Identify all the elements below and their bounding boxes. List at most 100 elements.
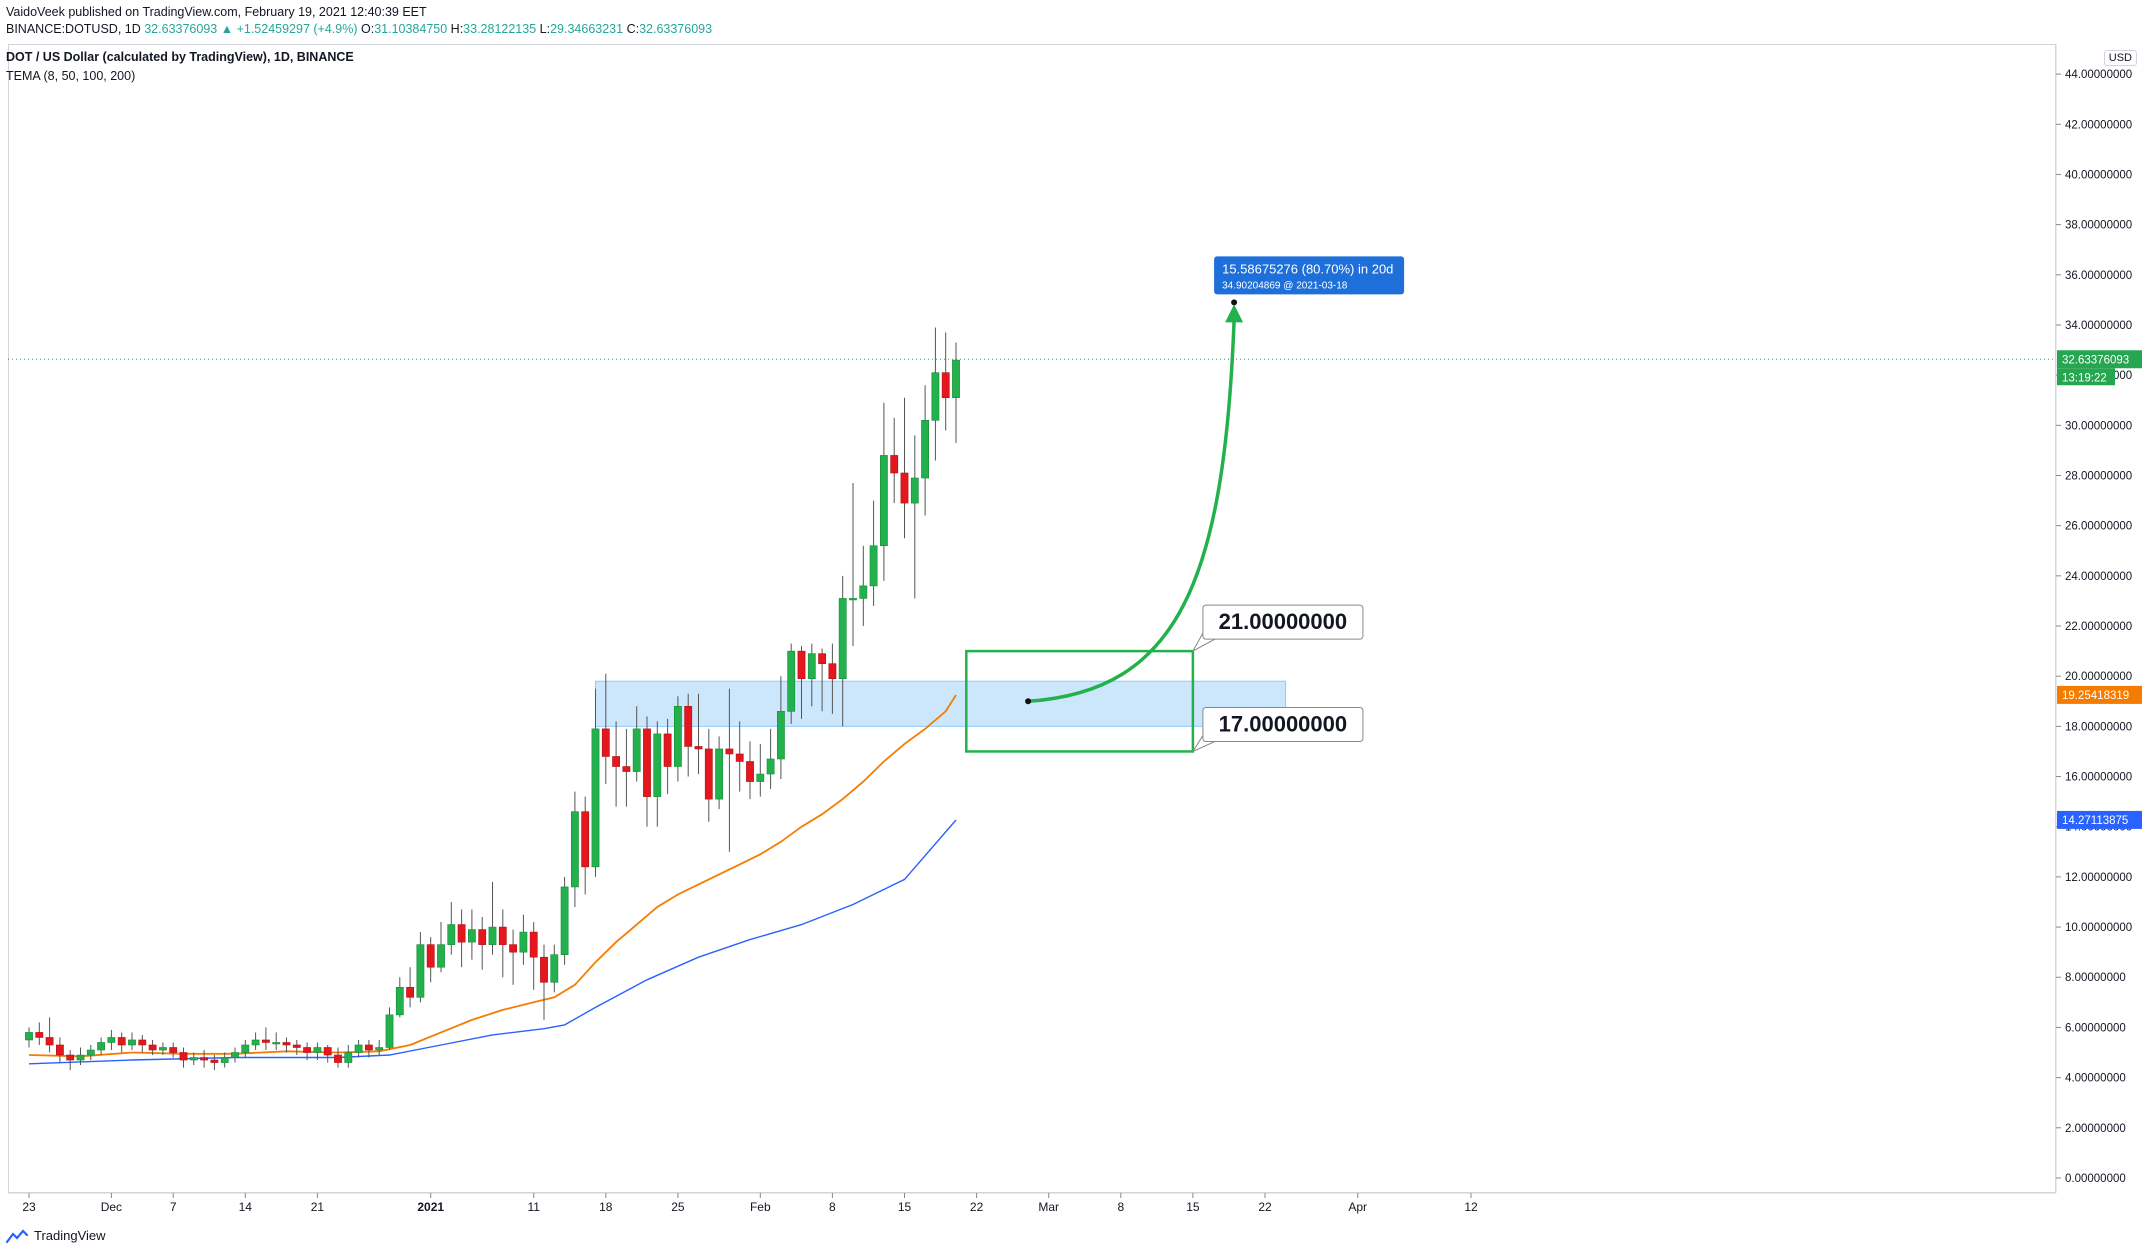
candle-body	[189, 1057, 198, 1061]
candle-body	[313, 1047, 322, 1053]
candle	[323, 1044, 332, 1063]
candle-body	[478, 929, 487, 945]
target-low-label-text: 17.00000000	[1219, 711, 1347, 736]
candle	[900, 397, 909, 539]
x-tick-label: 8	[829, 1200, 836, 1214]
candle	[890, 417, 899, 504]
candle-body	[45, 1037, 54, 1046]
candle	[25, 1027, 33, 1048]
candle	[560, 876, 569, 965]
candle	[931, 327, 940, 461]
candle	[519, 914, 528, 965]
candle	[509, 929, 517, 985]
candle-body	[818, 653, 826, 664]
projection-end-dot	[1231, 299, 1238, 306]
candle-body	[97, 1042, 105, 1051]
x-tick-label: Mar	[1038, 1200, 1059, 1214]
ma-line-2	[28, 819, 957, 1065]
high-label: H:	[450, 22, 464, 36]
candle-body	[756, 773, 765, 782]
x-tick-label: 22	[970, 1200, 984, 1214]
candle-body	[632, 728, 641, 772]
y-tick-label: 34.00000000	[2065, 320, 2132, 332]
candle	[447, 901, 456, 955]
candle	[272, 1032, 281, 1051]
candle	[612, 721, 620, 807]
candle-body	[354, 1044, 363, 1053]
candle-body	[241, 1044, 250, 1053]
candle-body	[952, 359, 960, 399]
price-label-sub-tag	[2057, 368, 2115, 386]
candle	[478, 917, 487, 970]
candle-body	[467, 929, 476, 943]
candle	[859, 545, 868, 627]
y-tick-label: 10.00000000	[2065, 922, 2132, 934]
candle-body	[849, 598, 857, 601]
candle	[457, 909, 466, 968]
candle	[941, 332, 950, 431]
candle	[97, 1037, 105, 1056]
target-high-label-text: 21.00000000	[1219, 609, 1347, 634]
candle	[231, 1047, 239, 1063]
candle-body	[117, 1037, 126, 1046]
candle	[715, 736, 723, 810]
candle-body	[86, 1049, 95, 1056]
candle	[921, 385, 929, 516]
candle	[148, 1039, 157, 1056]
indicator-legend[interactable]: TEMA (8, 50, 100, 200)	[6, 69, 136, 83]
candle	[138, 1034, 147, 1053]
candle-body	[715, 748, 723, 800]
candle-body	[519, 931, 528, 953]
target-high-label-box	[1202, 604, 1364, 640]
candle	[76, 1047, 85, 1066]
candle-body	[797, 650, 806, 680]
candle	[704, 728, 713, 822]
x-tick-label: Feb	[750, 1200, 771, 1214]
candle	[756, 743, 765, 797]
projection-sublabel: 34.90204869 @ 2021-03-18	[1222, 280, 1348, 291]
candle	[684, 693, 693, 777]
candle	[159, 1042, 167, 1056]
candle-body	[148, 1044, 157, 1051]
candle	[869, 500, 878, 606]
y-tick-label: 40.00000000	[2065, 169, 2132, 181]
candle	[241, 1039, 250, 1058]
footer-brand[interactable]: TradingView	[6, 1228, 106, 1243]
candle-body	[344, 1052, 353, 1063]
x-tick-label: Apr	[1348, 1200, 1367, 1214]
candle-body	[807, 653, 816, 680]
candle	[437, 922, 445, 973]
target-low-label-box	[1202, 706, 1364, 742]
candle	[746, 741, 754, 800]
ohlc-line: BINANCE:DOTUSD, 1D 32.63376093 ▲ +1.5245…	[6, 22, 712, 36]
price-label-text: 19.25418319	[2062, 690, 2129, 702]
x-tick-label: 15	[898, 1200, 912, 1214]
high-value: 33.28122135	[463, 22, 537, 36]
y-tick-label: 12.00000000	[2065, 872, 2132, 884]
y-tick-label: 24.00000000	[2065, 571, 2132, 583]
candle	[334, 1047, 342, 1068]
candle-body	[416, 944, 425, 998]
price-label-tag	[2057, 685, 2142, 704]
candle	[787, 643, 796, 724]
candle-body	[776, 711, 785, 760]
y-tick-label: 28.00000000	[2065, 471, 2132, 483]
candle	[200, 1050, 208, 1068]
candle	[529, 922, 538, 990]
projection-arrow	[1027, 320, 1236, 704]
currency-badge[interactable]: USD	[2103, 50, 2137, 66]
y-tick-label: 22.00000000	[2065, 621, 2132, 633]
x-tick-label: 7	[170, 1200, 177, 1214]
candle	[766, 728, 775, 790]
candle	[35, 1022, 44, 1045]
candle	[581, 796, 590, 895]
candle-body	[529, 931, 538, 958]
x-tick-label: Dec	[101, 1200, 122, 1214]
candle	[818, 648, 826, 712]
low-value: 29.34663231	[550, 22, 624, 36]
y-tick-label: 38.00000000	[2065, 220, 2132, 232]
candle-body	[169, 1047, 178, 1053]
candle	[601, 673, 610, 785]
candle	[416, 932, 425, 1003]
